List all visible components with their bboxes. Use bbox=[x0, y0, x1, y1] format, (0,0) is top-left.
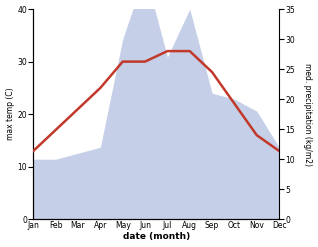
X-axis label: date (month): date (month) bbox=[123, 232, 190, 242]
Y-axis label: max temp (C): max temp (C) bbox=[5, 88, 15, 141]
Y-axis label: med. precipitation (kg/m2): med. precipitation (kg/m2) bbox=[303, 63, 313, 166]
